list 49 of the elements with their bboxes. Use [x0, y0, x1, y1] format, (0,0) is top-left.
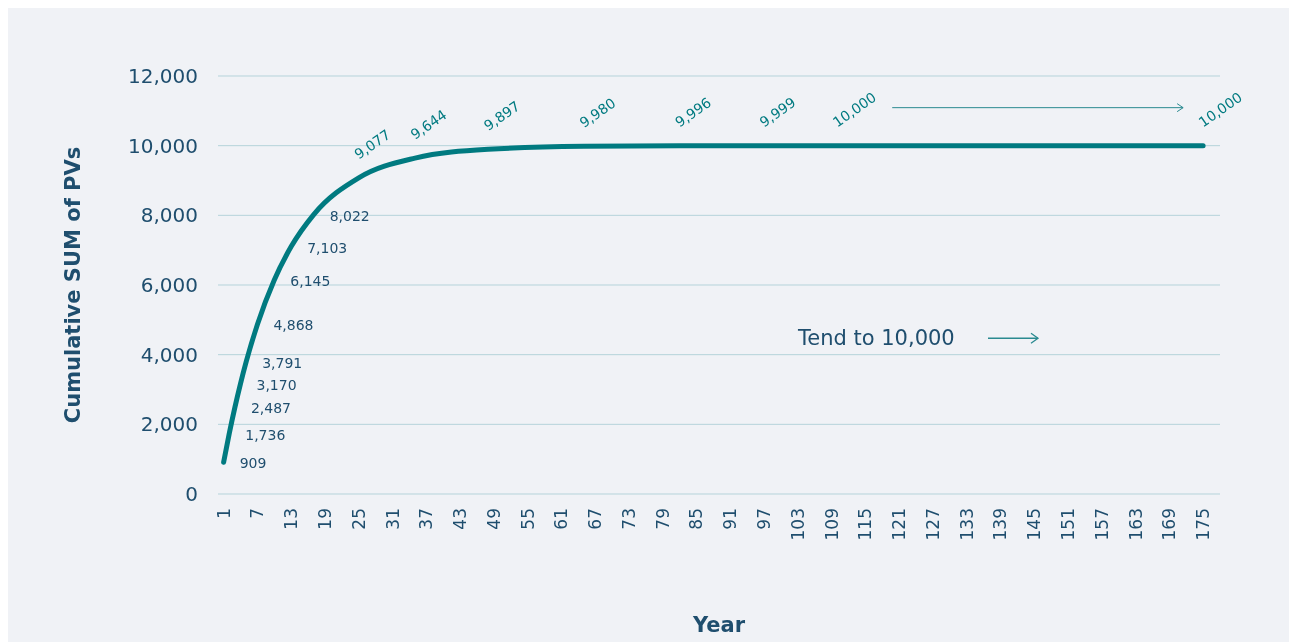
- x-tick-label: 19: [314, 508, 335, 530]
- x-tick-label: 55: [517, 508, 538, 530]
- x-tick-label: 103: [787, 508, 808, 541]
- data-label: 3,791: [262, 354, 303, 371]
- x-tick-label: 91: [720, 508, 741, 530]
- x-tick-label: 157: [1091, 508, 1112, 541]
- x-tick-label: 175: [1193, 508, 1214, 541]
- y-tick-label: 4,000: [140, 342, 198, 367]
- y-tick-label: 0: [185, 482, 198, 506]
- x-tick-label: 49: [483, 508, 504, 530]
- x-tick-label: 7: [247, 508, 268, 519]
- x-tick-label: 121: [889, 508, 910, 541]
- x-tick-label: 163: [1125, 508, 1146, 541]
- x-axis-title: Year: [691, 613, 746, 637]
- data-label: 3,170: [256, 376, 297, 393]
- y-tick-label: 6,000: [140, 273, 198, 297]
- x-tick-label: 85: [686, 508, 707, 530]
- x-tick-label: 1: [213, 508, 234, 519]
- x-tick-label: 97: [754, 508, 775, 530]
- x-tick-label: 31: [382, 508, 403, 530]
- y-tick-label: 8,000: [140, 203, 198, 228]
- data-label: 7,103: [307, 239, 348, 256]
- x-tick-label: 13: [281, 508, 302, 530]
- x-tick-label: 115: [855, 508, 876, 541]
- x-tick-label: 169: [1159, 508, 1180, 541]
- x-tick-label: 79: [652, 508, 673, 530]
- y-tick-label: 10,000: [128, 133, 198, 158]
- x-tick-label: 67: [585, 508, 606, 530]
- x-tick-label: 145: [1024, 508, 1045, 541]
- x-tick-label: 43: [450, 508, 471, 530]
- x-tick-label: 133: [956, 508, 977, 541]
- data-label: 2,487: [250, 400, 291, 417]
- data-label: 4,868: [273, 317, 314, 334]
- data-label: 6,145: [290, 272, 331, 289]
- x-tick-label: 73: [618, 508, 639, 530]
- data-label: 909: [239, 455, 267, 472]
- x-tick-label: 109: [821, 508, 842, 541]
- x-tick-label: 25: [348, 508, 369, 530]
- data-label: 8,022: [329, 207, 370, 224]
- x-tick-label: 37: [416, 508, 437, 530]
- x-tick-label: 127: [922, 508, 943, 541]
- y-tick-label: 2,000: [140, 412, 198, 437]
- annotation: Tend to 10,000: [797, 326, 955, 351]
- x-tick-label: 61: [551, 508, 572, 530]
- y-axis-title: Cumulative SUM of PVs: [61, 146, 85, 424]
- x-tick-label: 151: [1058, 508, 1079, 541]
- x-tick-label: 139: [990, 508, 1011, 541]
- y-tick-label: 12,000: [128, 64, 198, 88]
- data-label: 1,736: [245, 426, 286, 443]
